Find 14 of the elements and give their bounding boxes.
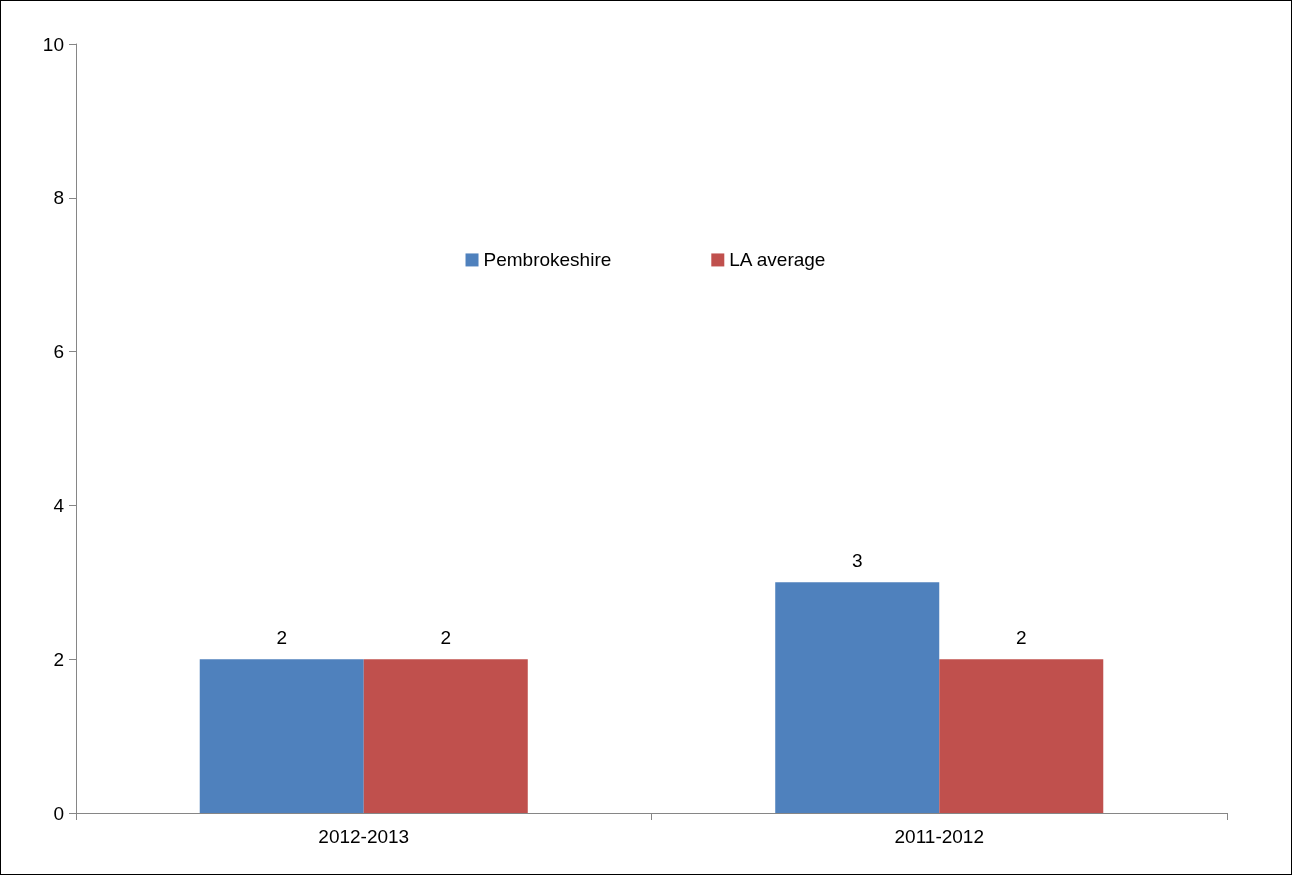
data-label: 2 bbox=[440, 627, 452, 649]
y-tick-label: 2 bbox=[53, 648, 64, 670]
y-tick-label: 6 bbox=[53, 341, 64, 363]
x-tick-label: 2011-2012 bbox=[894, 826, 984, 847]
legend-label: Pembrokeshire bbox=[483, 249, 612, 271]
data-label: 2 bbox=[276, 627, 288, 649]
x-tick-label: 2012-2013 bbox=[318, 826, 410, 847]
y-tick-label: 8 bbox=[53, 187, 64, 209]
data-label: 3 bbox=[851, 550, 863, 572]
y-tick-label: 0 bbox=[53, 802, 64, 824]
legend-label: LA average bbox=[729, 249, 826, 271]
y-tick-label: 4 bbox=[53, 494, 65, 516]
data-label: 2 bbox=[1015, 627, 1027, 649]
y-tick-label: 10 bbox=[42, 33, 64, 55]
